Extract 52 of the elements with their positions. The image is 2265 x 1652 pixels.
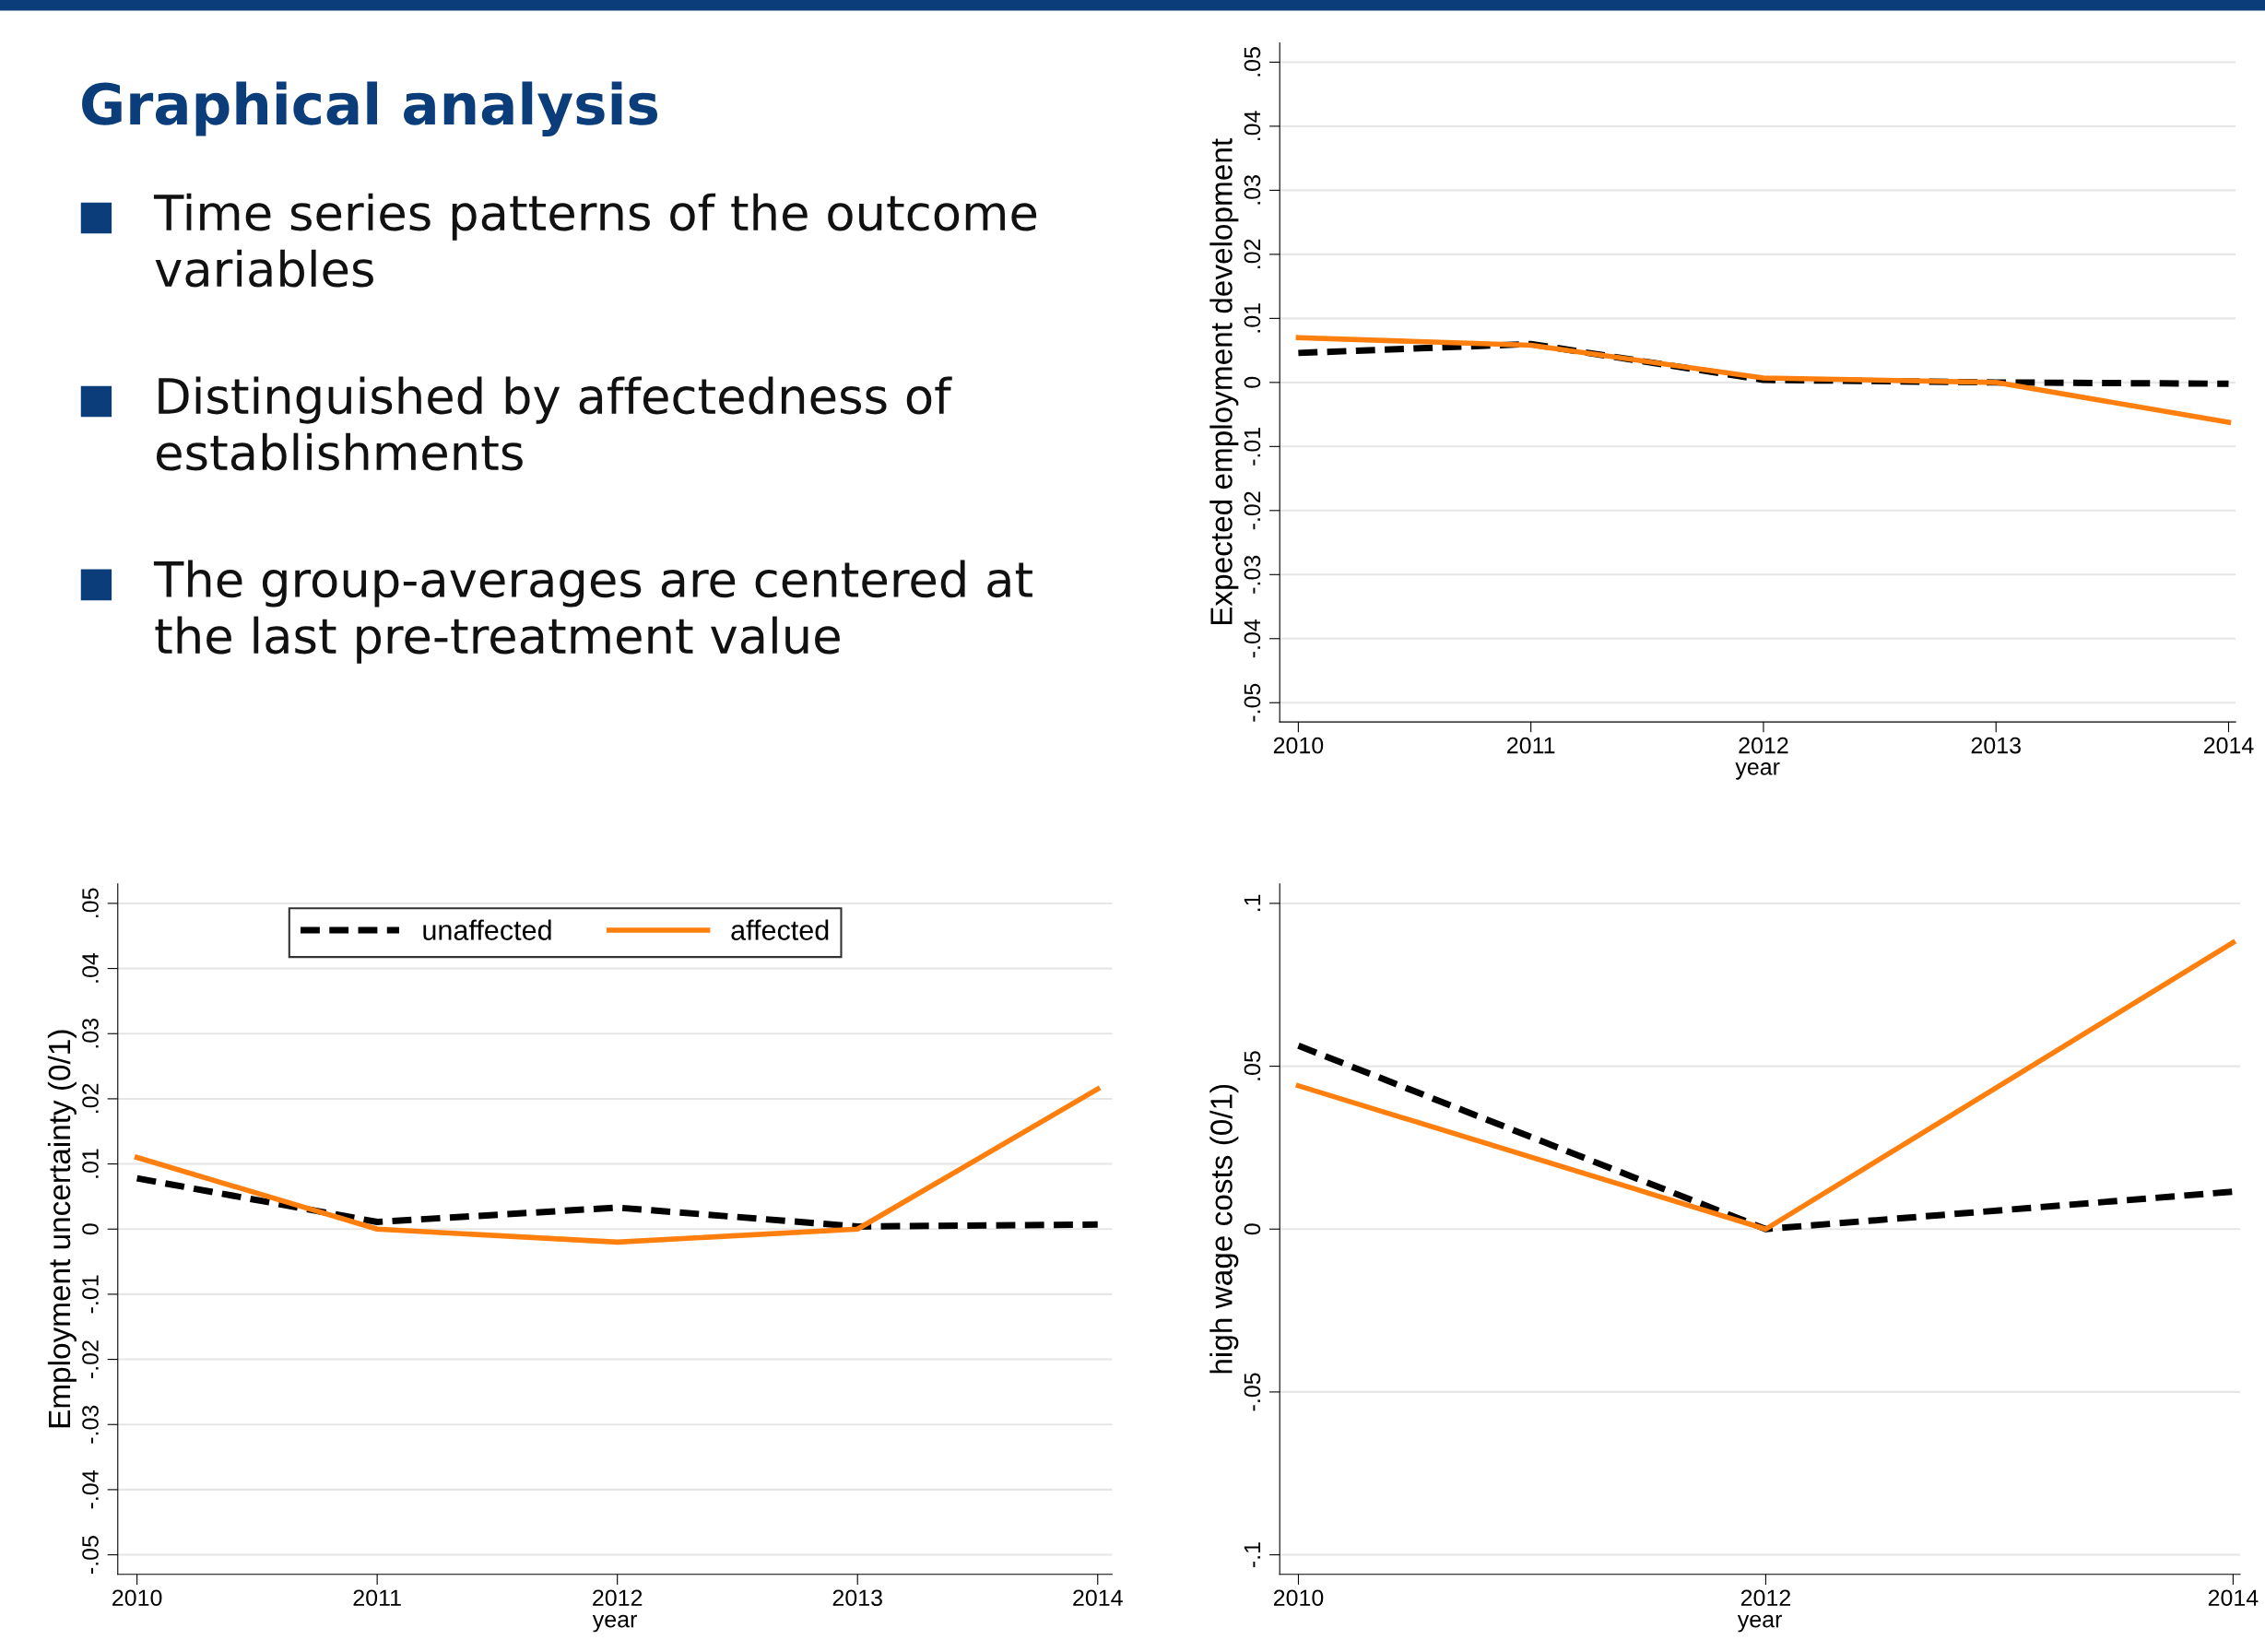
x-tick-label: 2013 [1971,737,2021,754]
y-tick-label: -.05 [1244,683,1261,722]
y-tick-label: 0 [1244,1223,1261,1235]
y-tick-label: -.04 [82,1470,99,1509]
x-tick-label: 2011 [1507,737,1555,754]
y-tick-label: .02 [82,1083,99,1114]
text: The group-averages are centered at the last pre-treatment value [153,560,1032,664]
x-tick-label: 2014 [2203,737,2254,754]
y-tick-label: .02 [1244,239,1261,268]
x-tick-label: 2013 [832,1589,882,1607]
y-tick-label: -.02 [1244,491,1261,530]
y-tick-label: .01 [82,1149,99,1178]
text: Time series patterns of the outcome variables [153,193,1037,288]
y-tick-label: .05 [1244,1051,1261,1080]
y-tick-label: 0 [82,1223,99,1235]
y-tick-label: -.05 [82,1536,99,1574]
text: Graphical analysis [82,81,657,137]
x-axis-title: year [1737,1614,1782,1633]
x-tick-label: 2012 [1739,737,1788,754]
y-tick-label: .04 [1244,111,1261,141]
x-tick-label: 2011 [353,1589,401,1607]
x-axis-title: year [1735,762,1780,780]
legend-label: unaffected [423,919,551,940]
y-tick-label: .04 [82,952,99,983]
text: Distinguished by affectedness of establishments [156,376,952,471]
y-tick-label: -.05 [1244,1373,1261,1411]
x-tick-label: 2010 [1273,737,1324,754]
y-axis-title: high wage costs (0/1) [1209,1084,1239,1374]
x-tick-label: 2014 [1073,1589,1123,1607]
y-tick-label: -.01 [82,1275,99,1314]
y-tick-label: 0 [1244,376,1261,388]
x-axis-title: year [592,1614,637,1633]
y-tick-label: -.04 [1244,619,1261,658]
x-tick-label: 2014 [2208,1589,2259,1607]
y-tick-label: -.1 [1244,1542,1261,1568]
y-axis-title: Employment uncertainty (0/1) [47,1030,77,1428]
x-tick-label: 2012 [593,1589,643,1607]
y-tick-label: -.01 [1244,428,1261,466]
x-tick-label: 2010 [112,1589,162,1607]
y-axis-title: Expected employment development [1209,138,1239,625]
x-tick-label: 2010 [1273,1589,1324,1607]
y-tick-label: -.03 [82,1405,99,1444]
x-tick-label: 2012 [1740,1589,1790,1607]
y-tick-label: .03 [82,1018,99,1048]
y-tick-label: .1 [1244,894,1261,912]
y-tick-label: .03 [1244,175,1261,205]
y-tick-label: .05 [1244,47,1261,77]
y-tick-label: .01 [1244,303,1261,333]
y-tick-label: .05 [82,888,99,918]
y-tick-label: -.03 [1244,555,1261,594]
y-tick-label: -.02 [82,1340,99,1379]
legend-label: affected [731,919,829,940]
